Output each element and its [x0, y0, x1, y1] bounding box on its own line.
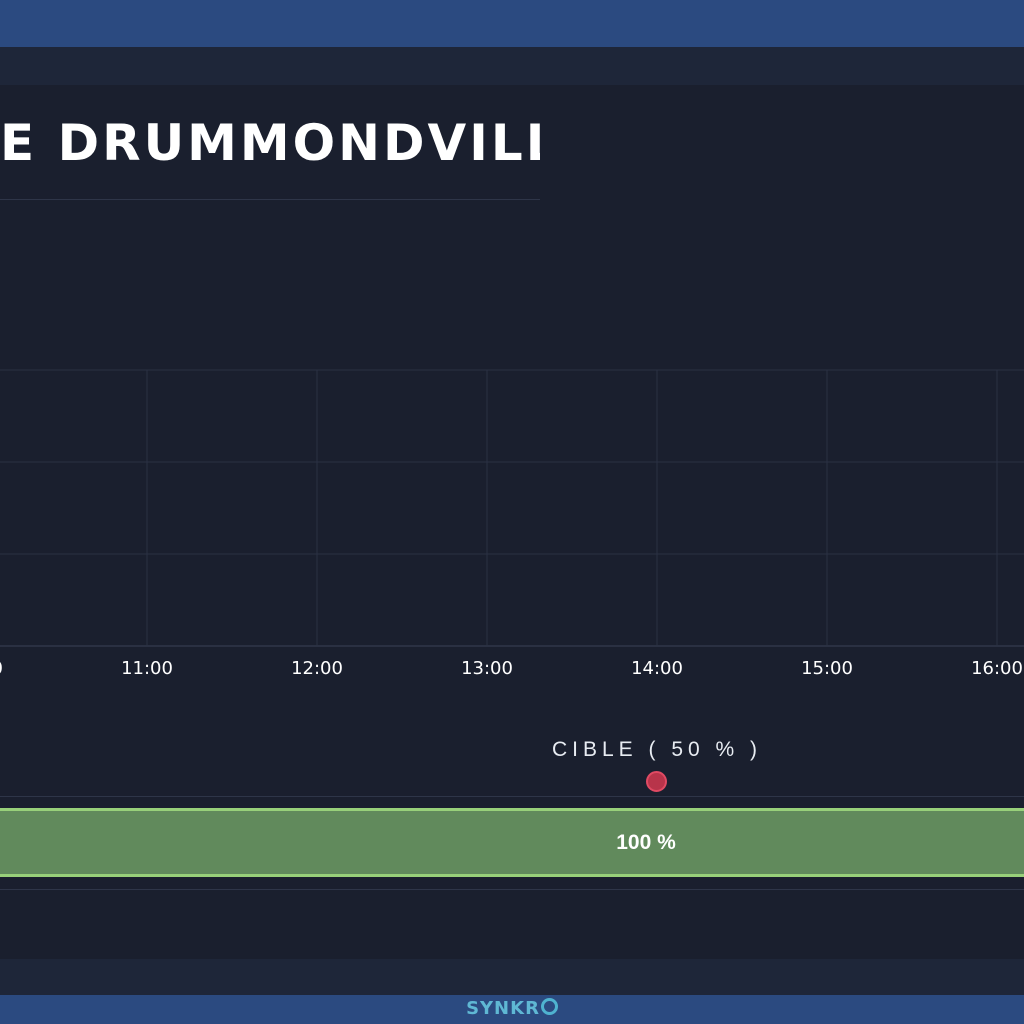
target-label: CIBLE ( 50 % )	[551, 738, 763, 761]
hourly-chart: 10:00 11:00 12:00 13:00 14:00 15:00 16:00	[0, 369, 1024, 679]
x-tick-label: 12:00	[291, 658, 343, 679]
progress-value: 100 %	[616, 831, 676, 854]
logo-ring-icon	[540, 998, 558, 1015]
x-tick-label: 13:00	[461, 658, 513, 679]
top-bar	[0, 0, 1024, 47]
x-tick-label: 14:00	[631, 658, 683, 679]
chart-x-axis: 10:00 11:00 12:00 13:00 14:00 15:00 16:00	[0, 658, 1023, 679]
chart-grid	[0, 369, 1024, 647]
x-tick-label: 15:00	[801, 658, 853, 679]
brand-logo: SYNKR	[466, 998, 558, 1019]
brand-name: SYNKR	[466, 998, 540, 1019]
target-marker	[646, 771, 667, 792]
x-tick-label: 11:00	[121, 658, 173, 679]
page-title: E DRUMMONDVILLE	[0, 114, 540, 172]
sub-header-bar	[0, 47, 1024, 85]
x-tick-label: 10:00	[0, 658, 3, 679]
x-tick-label: 16:00	[971, 658, 1023, 679]
progress-bar: 100 %	[0, 808, 1024, 877]
title-divider	[0, 199, 540, 200]
footer-strip	[0, 959, 1024, 995]
progress-top-divider	[0, 796, 1024, 797]
progress-bottom-divider	[0, 889, 1024, 890]
progress-fill	[0, 808, 1024, 877]
bottom-bar: SYNKR	[0, 995, 1024, 1024]
